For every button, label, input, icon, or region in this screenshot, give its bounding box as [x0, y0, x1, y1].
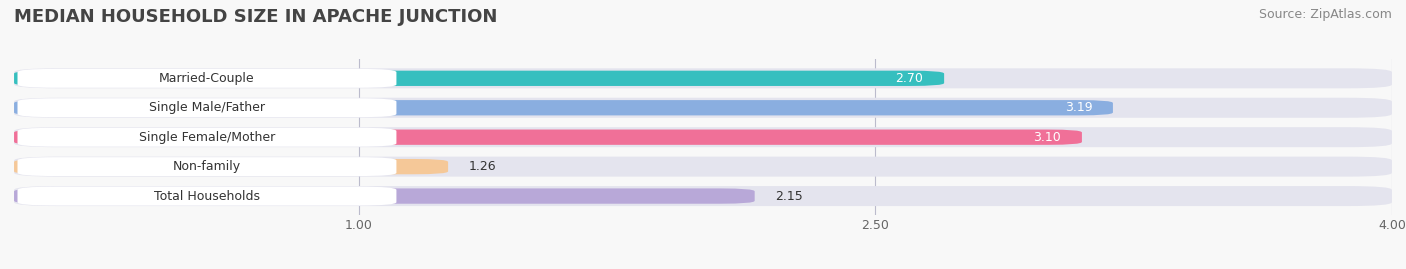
- FancyBboxPatch shape: [14, 127, 1392, 147]
- Text: 2.15: 2.15: [775, 190, 803, 203]
- FancyBboxPatch shape: [14, 71, 945, 86]
- Text: Source: ZipAtlas.com: Source: ZipAtlas.com: [1258, 8, 1392, 21]
- FancyBboxPatch shape: [17, 157, 396, 176]
- Text: 3.19: 3.19: [1064, 101, 1092, 114]
- FancyBboxPatch shape: [14, 100, 1114, 115]
- FancyBboxPatch shape: [14, 186, 1392, 206]
- FancyBboxPatch shape: [14, 98, 1392, 118]
- FancyBboxPatch shape: [14, 188, 755, 204]
- FancyBboxPatch shape: [14, 157, 1392, 177]
- Text: 1.26: 1.26: [468, 160, 496, 173]
- Text: MEDIAN HOUSEHOLD SIZE IN APACHE JUNCTION: MEDIAN HOUSEHOLD SIZE IN APACHE JUNCTION: [14, 8, 498, 26]
- FancyBboxPatch shape: [17, 187, 396, 206]
- Text: Total Households: Total Households: [155, 190, 260, 203]
- FancyBboxPatch shape: [14, 68, 1392, 88]
- FancyBboxPatch shape: [17, 128, 396, 147]
- Text: Non-family: Non-family: [173, 160, 240, 173]
- Text: Single Female/Mother: Single Female/Mother: [139, 131, 276, 144]
- FancyBboxPatch shape: [14, 159, 449, 174]
- Text: 2.70: 2.70: [896, 72, 924, 85]
- FancyBboxPatch shape: [17, 98, 396, 117]
- Text: Married-Couple: Married-Couple: [159, 72, 254, 85]
- FancyBboxPatch shape: [14, 130, 1083, 145]
- FancyBboxPatch shape: [17, 69, 396, 88]
- Text: 3.10: 3.10: [1033, 131, 1062, 144]
- Text: Single Male/Father: Single Male/Father: [149, 101, 264, 114]
